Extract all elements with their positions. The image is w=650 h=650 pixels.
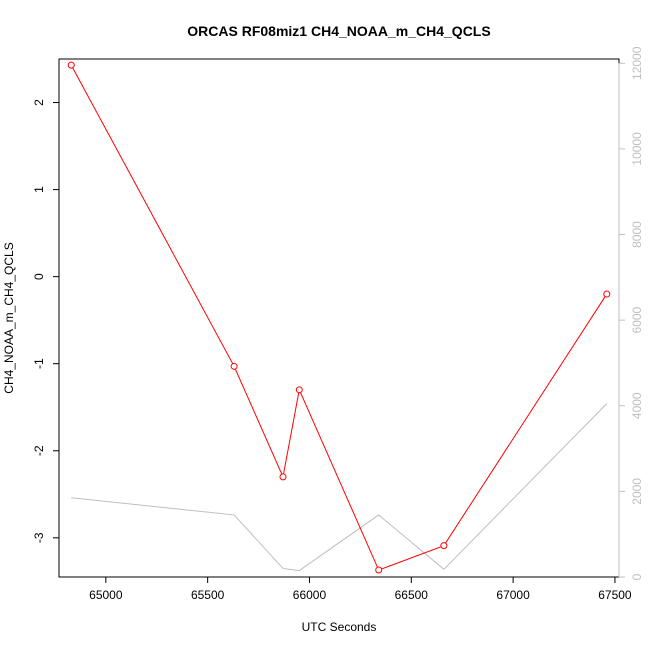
x-axis: 65000 65500 66000 66500 67000 67500 [89, 576, 632, 602]
x-tick-label-2: 66000 [293, 588, 327, 602]
y2-tick-label-2: 4000 [630, 392, 644, 419]
y2-tick-label-6: 12000 [630, 46, 644, 80]
data-point-2 [279, 473, 287, 481]
y2-tick-label-0: 0 [630, 573, 644, 580]
series-line-right [71, 403, 608, 572]
x-tick-label-0: 65000 [89, 588, 123, 602]
y-tick-label-4: 1 [32, 186, 46, 193]
y2-tick-label-5: 10000 [630, 132, 644, 166]
x-tick-label-3: 66500 [395, 588, 429, 602]
y2-tick-label-3: 6000 [630, 306, 644, 333]
data-point-0 [67, 61, 75, 69]
data-point-4 [375, 566, 383, 574]
x-tick-label-5: 67500 [598, 588, 632, 602]
y2-tick-label-1: 2000 [630, 478, 644, 505]
y-axis: -3 -2 -1 0 1 2 [32, 99, 60, 543]
y2-tick-label-4: 8000 [630, 221, 644, 248]
y2-axis: 0 2000 4000 6000 8000 10000 12000 [618, 46, 644, 580]
x-tick-label-1: 65500 [191, 588, 225, 602]
data-point-6 [603, 290, 611, 298]
y-axis-label: CH4_NOAA_m_CH4_QCLS [2, 242, 16, 393]
y-tick-label-5: 2 [32, 99, 46, 106]
x-axis-label: UTC Seconds [302, 620, 377, 634]
series-layer [67, 61, 611, 574]
chart-title: ORCAS RF08miz1 CH4_NOAA_m_CH4_QCLS [187, 23, 490, 39]
y-tick-label-0: -3 [32, 532, 46, 543]
data-point-3 [295, 386, 303, 394]
x-tick-label-4: 67000 [496, 588, 530, 602]
y-tick-label-3: 0 [32, 273, 46, 280]
data-point-5 [440, 542, 448, 550]
y-tick-label-1: -2 [32, 445, 46, 456]
y-tick-label-2: -1 [32, 358, 46, 369]
data-point-1 [230, 362, 238, 370]
